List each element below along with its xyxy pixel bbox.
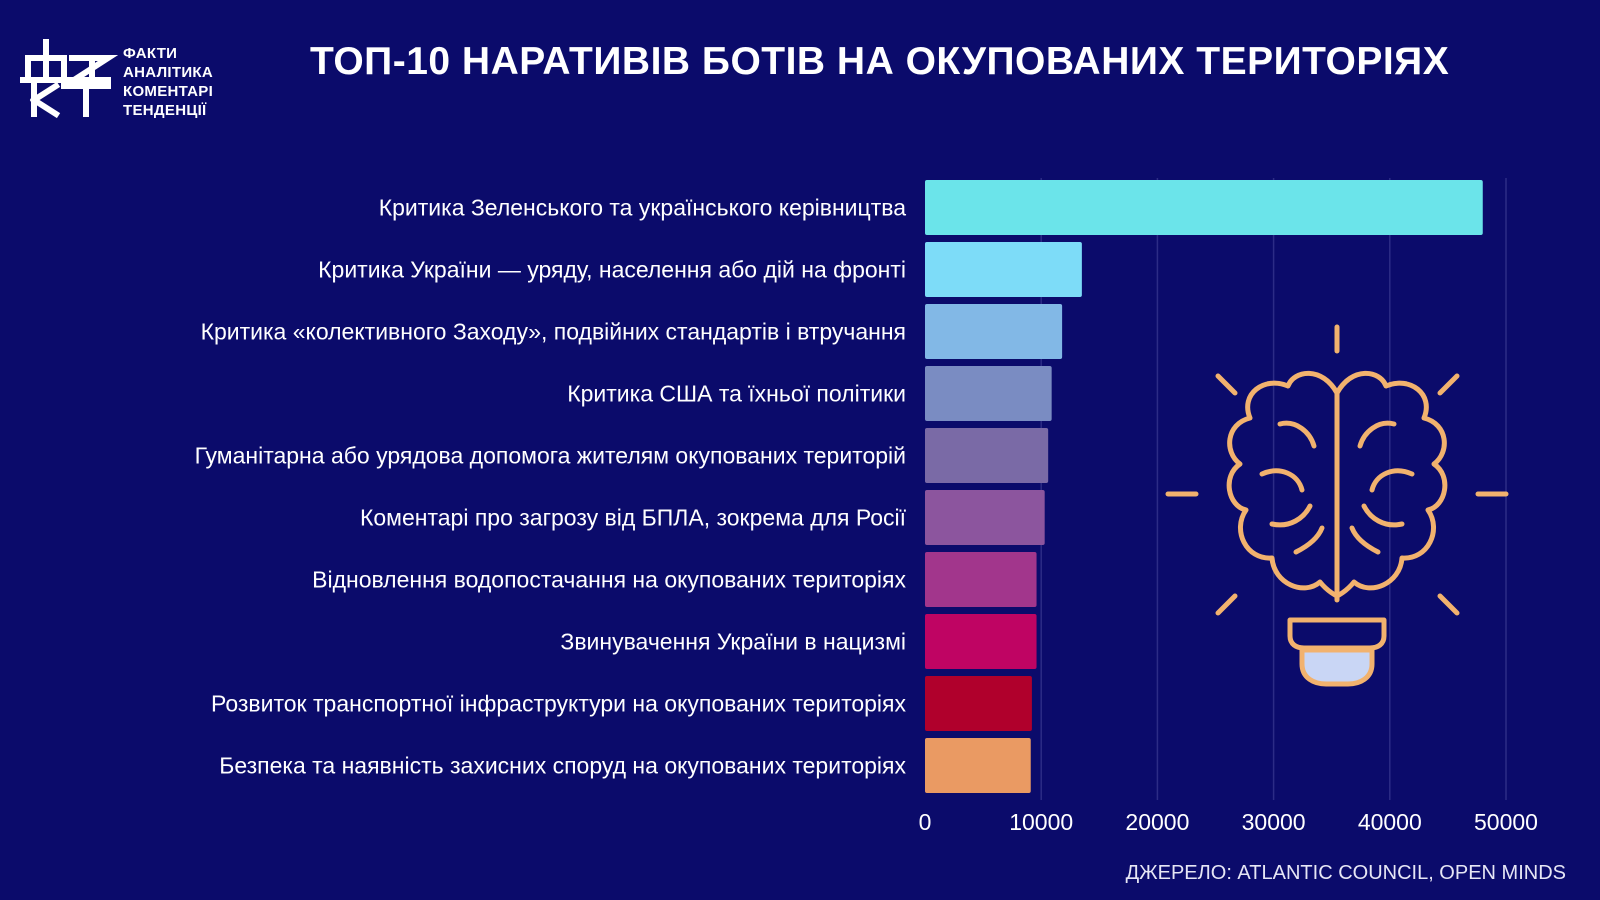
bar-5 <box>925 428 1049 483</box>
category-label: Критика України — уряду, населення або д… <box>318 257 906 283</box>
brain-icon <box>1226 370 1448 603</box>
category-label: Звинувачення України в нацизмі <box>560 629 906 655</box>
logo-line: КОМЕНТАРІ <box>123 83 214 100</box>
category-label: Гуманітарна або урядова допомога жителям… <box>195 443 906 469</box>
logo-line: ФАКТИ <box>123 45 178 62</box>
logo-line: АНАЛІТИКА <box>123 64 214 81</box>
bar-6 <box>925 490 1045 545</box>
category-label: Відновлення водопостачання на окупованих… <box>312 567 906 593</box>
x-tick-label: 50000 <box>1474 809 1538 835</box>
x-tick-label: 40000 <box>1358 809 1422 835</box>
bar-2 <box>925 242 1082 297</box>
logo-mark-icon <box>20 39 119 119</box>
bar-1 <box>925 180 1483 235</box>
logo-words: ФАКТИ АНАЛІТИКА КОМЕНТАРІ ТЕНДЕНЦІЇ <box>123 44 213 120</box>
bar-9 <box>925 676 1032 731</box>
x-tick-label: 20000 <box>1125 809 1189 835</box>
source-note: ДЖЕРЕЛО: ATLANTIC COUNCIL, OPEN MINDS <box>1125 862 1566 884</box>
page-title: ТОП-10 НАРАТИВІВ БОТІВ НА ОКУПОВАНИХ ТЕР… <box>310 40 1450 83</box>
x-tick-label: 0 <box>919 809 932 835</box>
category-label: Коментарі про загрозу від БПЛА, зокрема … <box>360 505 907 531</box>
brain-lightbulb-icon <box>1165 324 1509 687</box>
category-label: Критика Зеленського та українського кері… <box>379 195 906 221</box>
x-tick-label: 30000 <box>1242 809 1306 835</box>
chart-x-ticks: 0 10000 20000 30000 40000 50000 <box>919 809 1538 835</box>
bar-3 <box>925 304 1063 359</box>
bar-7 <box>925 552 1037 607</box>
chart-grid <box>1040 178 1507 800</box>
x-tick-label: 10000 <box>1009 809 1073 835</box>
brand-logo: ФАКТИ АНАЛІТИКА КОМЕНТАРІ ТЕНДЕНЦІЇ <box>20 36 260 126</box>
light-rays-icon <box>1165 324 1509 616</box>
logo-line: ТЕНДЕНЦІЇ <box>123 102 207 119</box>
chart-bars <box>925 180 1483 793</box>
category-label: Розвиток транспортної інфраструктури на … <box>211 691 906 717</box>
bar-8 <box>925 614 1037 669</box>
bar-10 <box>925 738 1031 793</box>
chart-category-labels: Критика Зеленського та українського кері… <box>195 195 907 779</box>
bar-4 <box>925 366 1052 421</box>
category-label: Безпека та наявність захисних споруд на … <box>219 753 906 779</box>
bulb-base-icon <box>1287 617 1387 687</box>
category-label: Критика «колективного Заходу», подвійних… <box>201 319 906 345</box>
category-label: Критика США та їхньої політики <box>567 381 906 407</box>
